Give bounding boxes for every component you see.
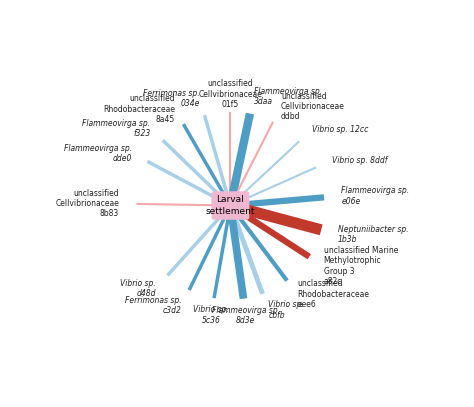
Text: Vibrio sp. 8ddf: Vibrio sp. 8ddf bbox=[332, 156, 387, 165]
Text: unclassified
Rhodobacteraceae
8a45: unclassified Rhodobacteraceae 8a45 bbox=[103, 94, 175, 124]
Text: unclassified Marine
Methylotrophic
Group 3
a82c: unclassified Marine Methylotrophic Group… bbox=[324, 246, 398, 286]
Text: unclassified
Cellvibrionaceae
8b83: unclassified Cellvibrionaceae 8b83 bbox=[55, 189, 119, 219]
Text: Vibrio sp.
5c36: Vibrio sp. 5c36 bbox=[193, 305, 229, 325]
Text: unclassified
Rhodobacteraceae
eee6: unclassified Rhodobacteraceae eee6 bbox=[297, 280, 369, 309]
Text: Flammeovirga sp.
3daa: Flammeovirga sp. 3daa bbox=[254, 87, 322, 106]
Text: Vibrio sp.
cbfb: Vibrio sp. cbfb bbox=[268, 300, 304, 320]
Text: Neptuniibacter sp.
1b3b: Neptuniibacter sp. 1b3b bbox=[338, 225, 409, 244]
Text: Ferrimonas sp.
034e: Ferrimonas sp. 034e bbox=[143, 89, 200, 108]
Text: Flammeovirga sp.
f323: Flammeovirga sp. f323 bbox=[82, 118, 150, 138]
FancyBboxPatch shape bbox=[211, 191, 249, 220]
Text: Vibrio sp.
d48d: Vibrio sp. d48d bbox=[120, 278, 156, 298]
Text: Vibrio sp. 12cc: Vibrio sp. 12cc bbox=[312, 125, 368, 134]
Text: Ferrimonas sp.
c3d2: Ferrimonas sp. c3d2 bbox=[125, 296, 182, 315]
Text: Flammeovirga sp.
dde0: Flammeovirga sp. dde0 bbox=[64, 144, 132, 163]
Text: unclassified
Cellvibrionaceae
ddbd: unclassified Cellvibrionaceae ddbd bbox=[281, 92, 345, 121]
Text: Flammeovirga sp.
8d3e: Flammeovirga sp. 8d3e bbox=[212, 306, 280, 326]
Text: unclassified
Cellvibrionaceae
01f5: unclassified Cellvibrionaceae 01f5 bbox=[199, 79, 262, 109]
Text: Larval
settlement: Larval settlement bbox=[206, 195, 255, 216]
Text: Flammeovirga sp.
e06e: Flammeovirga sp. e06e bbox=[341, 186, 410, 206]
